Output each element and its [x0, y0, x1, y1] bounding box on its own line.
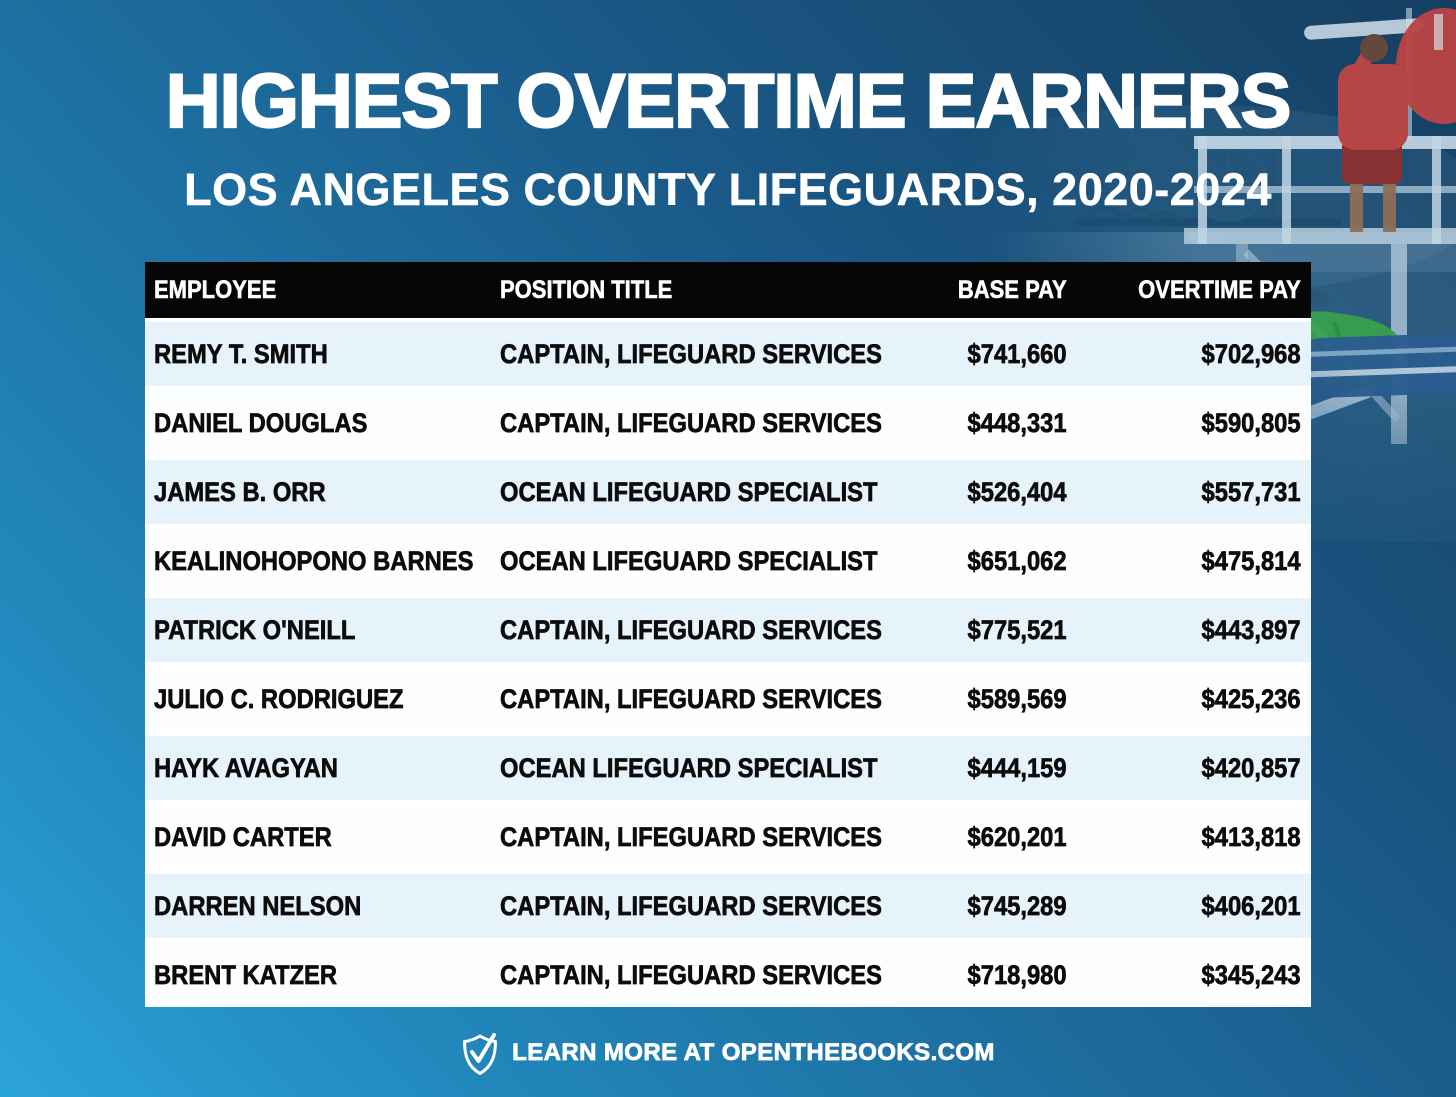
employee-cell: DAVID CARTER — [154, 821, 332, 852]
shield-check-icon — [463, 1032, 498, 1075]
overtime-pay-cell: $702,968 — [1201, 338, 1302, 369]
table-row: DAVID CARTER CAPTAIN, LIFEGUARD SERVICES… — [145, 805, 1311, 869]
header-position: POSITION TITLE — [500, 275, 673, 304]
footer: LEARN MORE AT OPENTHEBOOKS.COM — [0, 1028, 1456, 1078]
base-pay-cell: $745,289 — [967, 890, 1068, 921]
base-pay-cell: $526,404 — [967, 476, 1068, 507]
overtime-pay-cell: $425,236 — [1201, 683, 1302, 714]
position-cell: OCEAN LIFEGUARD SPECIALIST — [500, 545, 878, 576]
table-row: DANIEL DOUGLAS CAPTAIN, LIFEGUARD SERVIC… — [145, 391, 1311, 455]
header-base-pay: BASE PAY — [958, 275, 1067, 304]
table-row: KEALINOHOPONO BARNES OCEAN LIFEGUARD SPE… — [145, 529, 1311, 593]
base-pay-cell: $448,331 — [967, 407, 1068, 438]
overtime-pay-cell: $406,201 — [1201, 890, 1302, 921]
position-cell: CAPTAIN, LIFEGUARD SERVICES — [500, 614, 883, 645]
employee-cell: HAYK AVAGYAN — [154, 752, 339, 783]
base-pay-cell: $444,159 — [967, 752, 1068, 783]
base-pay-cell: $741,660 — [967, 338, 1068, 369]
table-row: DARREN NELSON CAPTAIN, LIFEGUARD SERVICE… — [145, 874, 1311, 938]
surfboard — [1292, 331, 1456, 398]
overtime-pay-cell: $413,818 — [1201, 821, 1302, 852]
page-subtitle: LOS ANGELES COUNTY LIFEGUARDS, 2020-2024 — [184, 164, 1272, 215]
position-cell: OCEAN LIFEGUARD SPECIALIST — [500, 752, 878, 783]
table-rows: REMY T. SMITH CAPTAIN, LIFEGUARD SERVICE… — [145, 322, 1311, 1007]
overtime-pay-cell: $345,243 — [1201, 959, 1302, 990]
position-cell: CAPTAIN, LIFEGUARD SERVICES — [500, 890, 883, 921]
employee-cell: KEALINOHOPONO BARNES — [154, 545, 474, 576]
position-cell: OCEAN LIFEGUARD SPECIALIST — [500, 476, 878, 507]
base-pay-cell: $589,569 — [967, 683, 1068, 714]
table-header-row: EMPLOYEE POSITION TITLE BASE PAY OVERTIM… — [145, 262, 1311, 318]
header-employee: EMPLOYEE — [154, 275, 277, 304]
overtime-pay-cell: $475,814 — [1201, 545, 1302, 576]
table-row: BRENT KATZER CAPTAIN, LIFEGUARD SERVICES… — [145, 943, 1311, 1007]
base-pay-cell: $775,521 — [967, 614, 1068, 645]
overtime-pay-cell: $420,857 — [1201, 752, 1302, 783]
table-row: REMY T. SMITH CAPTAIN, LIFEGUARD SERVICE… — [145, 322, 1311, 386]
employee-cell: DARREN NELSON — [154, 890, 362, 921]
employee-cell: DANIEL DOUGLAS — [154, 407, 368, 438]
position-cell: CAPTAIN, LIFEGUARD SERVICES — [500, 959, 883, 990]
table-row: JAMES B. ORR OCEAN LIFEGUARD SPECIALIST … — [145, 460, 1311, 524]
position-cell: CAPTAIN, LIFEGUARD SERVICES — [500, 683, 883, 714]
table-row: HAYK AVAGYAN OCEAN LIFEGUARD SPECIALIST … — [145, 736, 1311, 800]
employee-cell: REMY T. SMITH — [154, 338, 328, 369]
header-overtime-pay: OVERTIME PAY — [1138, 275, 1301, 304]
position-cell: CAPTAIN, LIFEGUARD SERVICES — [500, 338, 883, 369]
page-title: HIGHEST OVERTIME EARNERS — [165, 59, 1293, 144]
overtime-pay-cell: $443,897 — [1201, 614, 1302, 645]
position-cell: CAPTAIN, LIFEGUARD SERVICES — [500, 821, 883, 852]
position-cell: CAPTAIN, LIFEGUARD SERVICES — [500, 407, 883, 438]
base-pay-cell: $651,062 — [967, 545, 1068, 576]
table-row: JULIO C. RODRIGUEZ CAPTAIN, LIFEGUARD SE… — [145, 667, 1311, 731]
base-pay-cell: $718,980 — [967, 959, 1068, 990]
overtime-table: EMPLOYEE POSITION TITLE BASE PAY OVERTIM… — [145, 262, 1311, 1007]
footer-text: LEARN MORE AT OPENTHEBOOKS.COM — [512, 1039, 995, 1067]
employee-cell: JULIO C. RODRIGUEZ — [154, 683, 404, 714]
employee-cell: PATRICK O'NEILL — [154, 614, 356, 645]
table-row: PATRICK O'NEILL CAPTAIN, LIFEGUARD SERVI… — [145, 598, 1311, 662]
employee-cell: BRENT KATZER — [154, 959, 338, 990]
rescue-float — [1304, 8, 1456, 124]
lifeguard-figure — [1338, 34, 1408, 232]
overtime-pay-cell: $557,731 — [1201, 476, 1302, 507]
employee-cell: JAMES B. ORR — [154, 476, 326, 507]
base-pay-cell: $620,201 — [967, 821, 1068, 852]
overtime-pay-cell: $590,805 — [1201, 407, 1302, 438]
